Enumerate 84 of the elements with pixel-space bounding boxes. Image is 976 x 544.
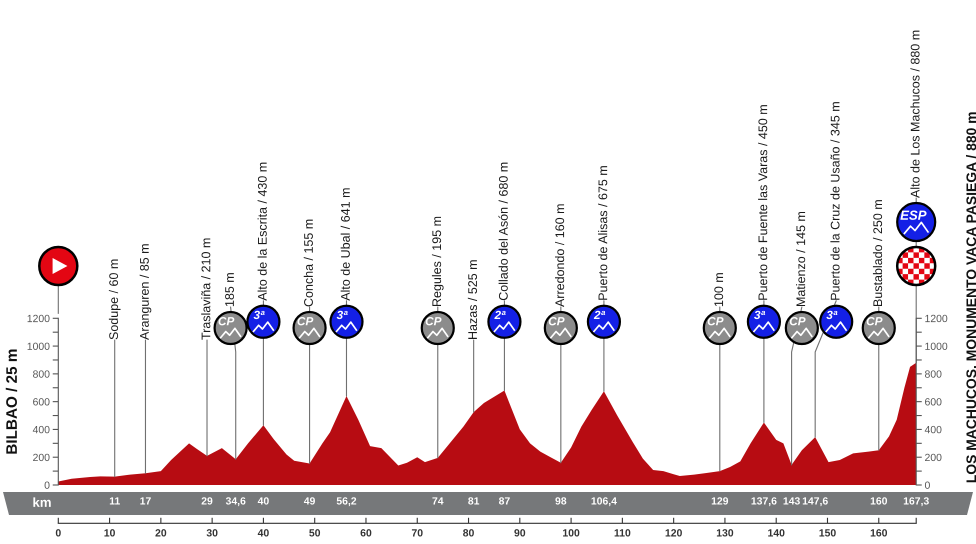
annotation: CP: [866, 317, 883, 326]
annotation: Bustablado / 250 m: [872, 200, 882, 306]
x2-tick-label: 17: [140, 497, 151, 504]
annotation: Alto de Ubal / 641 m: [340, 188, 350, 301]
y2-axis-title: LOS MACHUCOS. MONUMENTO VACA PASIEGA / 880 m: [966, 112, 976, 482]
annotation: Hazas / 525 m: [468, 260, 478, 339]
x-tick-label: 150: [819, 529, 836, 537]
annotation: Collado del Asón / 680 m: [498, 162, 508, 300]
x2-tick-label: 49: [304, 497, 315, 505]
annotation: 2ª: [594, 310, 606, 319]
y2-tick-label: 600: [925, 398, 942, 406]
annotation: CP: [708, 317, 724, 326]
annotation: CP: [218, 317, 234, 326]
y2-tick-label: 200: [925, 454, 942, 462]
annotation: CP: [426, 317, 442, 326]
x-tick-label: 120: [666, 529, 682, 537]
annotation: Aranguren / 85 m: [140, 244, 152, 340]
annotation: Arredondo / 160 m: [555, 204, 564, 307]
x2-tick-label: 129: [712, 497, 728, 505]
annotation: Alto de Los Machucos / 880 m: [910, 30, 920, 198]
annotation: 100 m: [714, 273, 724, 306]
x-tick-label: 90: [514, 529, 526, 537]
y-tick-label: 1200: [28, 314, 50, 322]
annotation: Traslaviña / 210 m: [201, 238, 210, 340]
x2-tick-label: 160: [870, 497, 888, 505]
x2-tick-label: 34,6: [226, 497, 246, 506]
annotation: Puerto de Alisas / 675 m: [598, 166, 608, 300]
x-tick-label: 40: [258, 529, 269, 537]
x2-tick-label: 147,6: [802, 497, 828, 506]
x2-tick-label: 143: [784, 497, 800, 505]
x2-tick-label: 87: [498, 497, 510, 505]
x2-axis-title: km: [33, 497, 51, 507]
x-tick-label: 0: [56, 529, 61, 537]
y-axis-title: BILBAO / 25 m: [6, 350, 18, 454]
y-tick-label: 400: [32, 426, 50, 434]
y-tick-label: 1000: [28, 342, 50, 350]
x2-tick-label: 40: [258, 497, 269, 505]
annotation: 3ª: [754, 310, 766, 320]
x-tick-label: 10: [104, 529, 115, 537]
x-tick-label: 70: [412, 529, 423, 537]
x2-tick-label: 29: [202, 497, 212, 505]
x-tick-label: 110: [614, 529, 630, 537]
text: ESP: [900, 210, 927, 220]
x2-tick-label: 106,4: [592, 497, 617, 506]
y2-tick-label: 1200: [925, 314, 948, 322]
y-tick-label: 600: [33, 398, 50, 406]
x2-tick-label: 56,2: [336, 497, 356, 506]
annotation: 3ª: [336, 310, 348, 320]
annotation: Matienzo / 145 m: [796, 212, 806, 306]
x-tick-label: 50: [309, 529, 320, 537]
y2-tick-label: 400: [924, 426, 942, 434]
y-tick-label: 200: [33, 454, 50, 462]
annotation: Regules / 195 m: [432, 216, 444, 306]
y2-tick-label: 1000: [925, 342, 948, 350]
x-tick-label: 160: [870, 529, 888, 537]
annotation: 2ª: [494, 310, 506, 319]
annotation: Concha / 155 m: [304, 220, 313, 306]
x-tick-label: 30: [206, 529, 218, 537]
annotation: Alto de la Escrita / 430 m: [258, 162, 267, 301]
annotation: 3ª: [254, 310, 265, 320]
x-tick-label: 140: [768, 529, 784, 537]
x-tick-label: 130: [716, 529, 734, 537]
x-tick-label: 60: [360, 529, 372, 537]
annotation: 185 m: [225, 273, 234, 306]
x2-tick-label: 137,6: [752, 497, 777, 506]
x2-tick-label: 74: [432, 497, 444, 504]
x2-tick-label: 98: [555, 497, 566, 505]
x-tick-label: 100: [563, 529, 580, 537]
annotation: CP: [548, 317, 565, 326]
annotation: CP: [790, 317, 806, 326]
annotation: Puerto de la Cruz de Usaño / 345 m: [830, 102, 840, 300]
y2-tick-label: 800: [924, 370, 942, 378]
y2-tick-label: 0: [924, 482, 930, 489]
annotation: Puerto de Fuente las Varas / 450 m: [758, 105, 768, 300]
x2-tick-label: 11: [110, 497, 120, 504]
x2-tick-label: 81: [468, 497, 480, 505]
annotation: Sodupe / 60 m: [108, 260, 121, 340]
y-tick-label: 800: [33, 370, 50, 378]
x-tick-label: 80: [463, 529, 474, 537]
y-tick-label: 0: [44, 482, 50, 489]
x2-tick-label: 167,3: [904, 497, 929, 506]
annotation: 3ª: [826, 310, 838, 320]
x-tick-label: 20: [155, 529, 166, 537]
annotation: CP: [298, 317, 314, 326]
